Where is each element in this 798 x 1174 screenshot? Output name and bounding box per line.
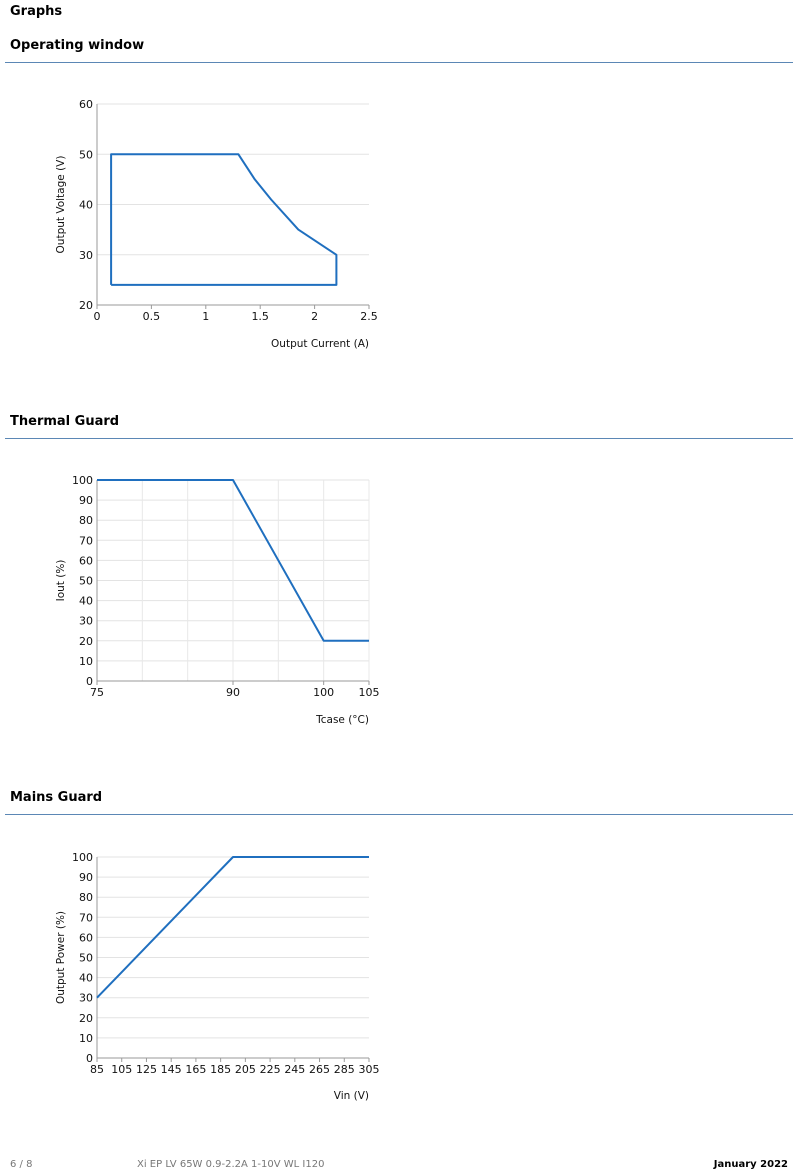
- page-title: Graphs: [10, 4, 63, 19]
- y-axis-label: Iout (%): [55, 560, 67, 602]
- x-tick-label: 145: [161, 1063, 182, 1076]
- thermal-guard-chart: 75 90 100 105 0 10 20 30 40 50 60 70 80 90 100 Tcase (°…: [55, 474, 380, 726]
- y-tick-label: 70: [79, 534, 93, 547]
- x-tick-label: 90: [226, 686, 240, 699]
- y-tick-label: 80: [79, 514, 93, 527]
- y-tick-label: 80: [79, 891, 93, 904]
- section-divider: [5, 814, 793, 815]
- x-tick-label: 105: [111, 1063, 132, 1076]
- y-tick-label: 90: [79, 871, 93, 884]
- y-tick-label: 20: [79, 635, 93, 648]
- x-tick-label: 165: [185, 1063, 206, 1076]
- y-tick-label: 40: [79, 199, 93, 212]
- x-tick-label: 2: [311, 310, 318, 323]
- x-tick-label: 0.5: [143, 310, 161, 323]
- x-tick-label: 105: [359, 686, 380, 699]
- y-tick-label: 60: [79, 931, 93, 944]
- x-tick-label: 85: [90, 1063, 104, 1076]
- x-tick-label: 1.5: [251, 310, 269, 323]
- x-tick-label: 265: [309, 1063, 330, 1076]
- x-tick-label: 75: [90, 686, 104, 699]
- x-tick-label: 2.5: [360, 310, 378, 323]
- y-tick-label: 30: [79, 992, 93, 1005]
- section-heading-mains-guard: Mains Guard: [10, 790, 103, 805]
- product-name: Xi EP LV 65W 0.9-2.2A 1-10V WL I120: [137, 1159, 325, 1170]
- x-tick-label: 225: [260, 1063, 281, 1076]
- y-tick-label: 100: [72, 851, 93, 864]
- x-tick-label: 1: [202, 310, 209, 323]
- y-tick-label: 40: [79, 595, 93, 608]
- x-tick-label: 100: [313, 686, 334, 699]
- x-tick-label: 305: [359, 1063, 380, 1076]
- section-heading-operating-window: Operating window: [10, 38, 145, 53]
- x-tick-label: 245: [284, 1063, 305, 1076]
- y-tick-label: 10: [79, 1032, 93, 1045]
- y-tick-label: 70: [79, 911, 93, 924]
- y-tick-label: 60: [79, 554, 93, 567]
- operating-window-chart: 0 0.5 1 1.5 2 2.5 20 30 40 50 60 Output Current (A)…: [55, 98, 378, 350]
- mains-guard-chart: 85 105 125 145 165 185 205 225 245 265 285 30501020…: [55, 851, 380, 1102]
- y-tick-label: 20: [79, 299, 93, 312]
- y-tick-label: 60: [79, 98, 93, 111]
- y-tick-label: 0: [86, 1052, 93, 1065]
- y-tick-label: 90: [79, 494, 93, 507]
- section-heading-thermal-guard: Thermal Guard: [10, 414, 120, 429]
- series-line: [96, 856, 369, 999]
- y-tick-label: 0: [86, 675, 93, 688]
- x-axis-label: Tcase (°C): [315, 714, 369, 726]
- y-tick-label: 40: [79, 972, 93, 985]
- y-tick-label: 20: [79, 1012, 93, 1025]
- x-axis-label: Vin (V): [334, 1090, 369, 1102]
- y-tick-label: 50: [79, 575, 93, 588]
- y-tick-label: 50: [79, 148, 93, 161]
- x-axis-label: Output Current (A): [271, 338, 369, 350]
- x-tick-label: 285: [334, 1063, 355, 1076]
- series-line: [110, 153, 338, 286]
- series-line: [97, 479, 369, 642]
- x-tick-label: 125: [136, 1063, 157, 1076]
- x-tick-label: 185: [210, 1063, 231, 1076]
- y-tick-label: 30: [79, 249, 93, 262]
- y-tick-label: 10: [79, 655, 93, 668]
- x-tick-label: 0: [94, 310, 101, 323]
- page-number: 6 / 8: [10, 1159, 33, 1170]
- y-axis-label: Output Power (%): [55, 911, 67, 1004]
- y-tick-label: 30: [79, 615, 93, 628]
- y-tick-label: 100: [72, 474, 93, 487]
- section-divider: [5, 62, 793, 63]
- document-date: January 2022: [713, 1159, 788, 1170]
- x-tick-label: 205: [235, 1063, 256, 1076]
- y-axis-label: Output Voltage (V): [55, 156, 67, 254]
- y-tick-label: 50: [79, 952, 93, 965]
- section-divider: [5, 438, 793, 439]
